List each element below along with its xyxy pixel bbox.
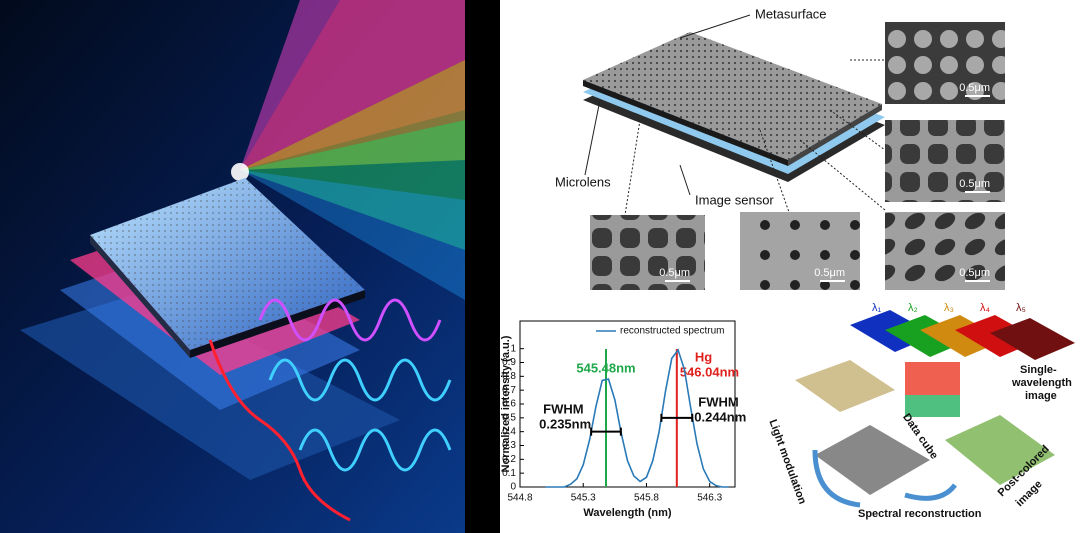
- y-tick-label: 0.6: [502, 399, 516, 410]
- scale-label: 0.5μm: [959, 82, 990, 94]
- label: Microlens: [555, 174, 611, 189]
- y-tick-label: 0.7: [502, 385, 516, 396]
- x-tick-label: 544.8: [507, 493, 532, 504]
- series-line: [545, 348, 729, 488]
- marker-note: Hg: [695, 349, 712, 364]
- marker-label: 545.48nm: [576, 360, 635, 375]
- x-tick-label: 545.8: [634, 493, 659, 504]
- y-tick-label: 0.1: [502, 468, 516, 479]
- label: Image sensor: [695, 192, 774, 207]
- scale-label: 0.5μm: [959, 178, 990, 190]
- y-tick-label: 0.9: [502, 357, 516, 368]
- y-tick-label: 0.3: [502, 440, 516, 451]
- fwhm-label: 0.235nm: [539, 416, 591, 431]
- legend-label: reconstructed spectrum: [620, 326, 725, 337]
- label: Metasurface: [755, 6, 827, 21]
- label: Light modulation: [766, 418, 808, 506]
- y-tick-label: 0.2: [502, 454, 516, 465]
- y-tick-label: 0: [510, 482, 516, 493]
- scale-label: 0.5μm: [959, 267, 990, 279]
- wavelength-label: λ₂: [908, 302, 918, 314]
- fwhm-label: 0.244nm: [694, 409, 746, 424]
- wavelength-label: λ₁: [872, 302, 882, 314]
- label: image: [1025, 390, 1057, 402]
- scale-label: 0.5μm: [659, 267, 690, 279]
- fwhm-title: FWHM: [698, 394, 738, 409]
- artwork: [0, 0, 500, 533]
- y-axis-label: Normalized intensity (a.u.): [500, 335, 512, 472]
- wavelength-label: λ₅: [1016, 302, 1026, 314]
- x-tick-label: 546.3: [697, 493, 722, 504]
- scale-label: 0.5μm: [814, 267, 845, 279]
- wavelength-label: λ₃: [944, 302, 954, 314]
- label: wavelength: [1011, 377, 1072, 389]
- pipeline: λ₁ λ₂ λ₃ λ₄ λ₅ Single- wavelength image Data…: [766, 302, 1075, 520]
- spectrum-chart: 0 0.1 0.2 0.3 0.4 0.5 0.6 0.7 0.8 0.9 1 544.8 545.3 5…: [500, 320, 746, 519]
- wavelength-label: λ₄: [980, 302, 991, 314]
- fwhm-title: FWHM: [543, 401, 583, 416]
- label: Single-: [1020, 364, 1057, 376]
- y-tick-label: 0.5: [502, 412, 516, 423]
- device-diagram: Metasurface Microlens Image sensor 0.5μm…: [555, 6, 1005, 290]
- x-tick-label: 545.3: [571, 493, 596, 504]
- marker-label: 546.04nm: [680, 364, 739, 379]
- x-axis-label: Wavelength (nm): [583, 507, 672, 519]
- label: Spectral reconstruction: [858, 508, 982, 520]
- y-tick-label: 0.8: [502, 371, 516, 382]
- y-tick-label: 0.4: [502, 426, 516, 437]
- y-tick-label: 1: [510, 343, 516, 354]
